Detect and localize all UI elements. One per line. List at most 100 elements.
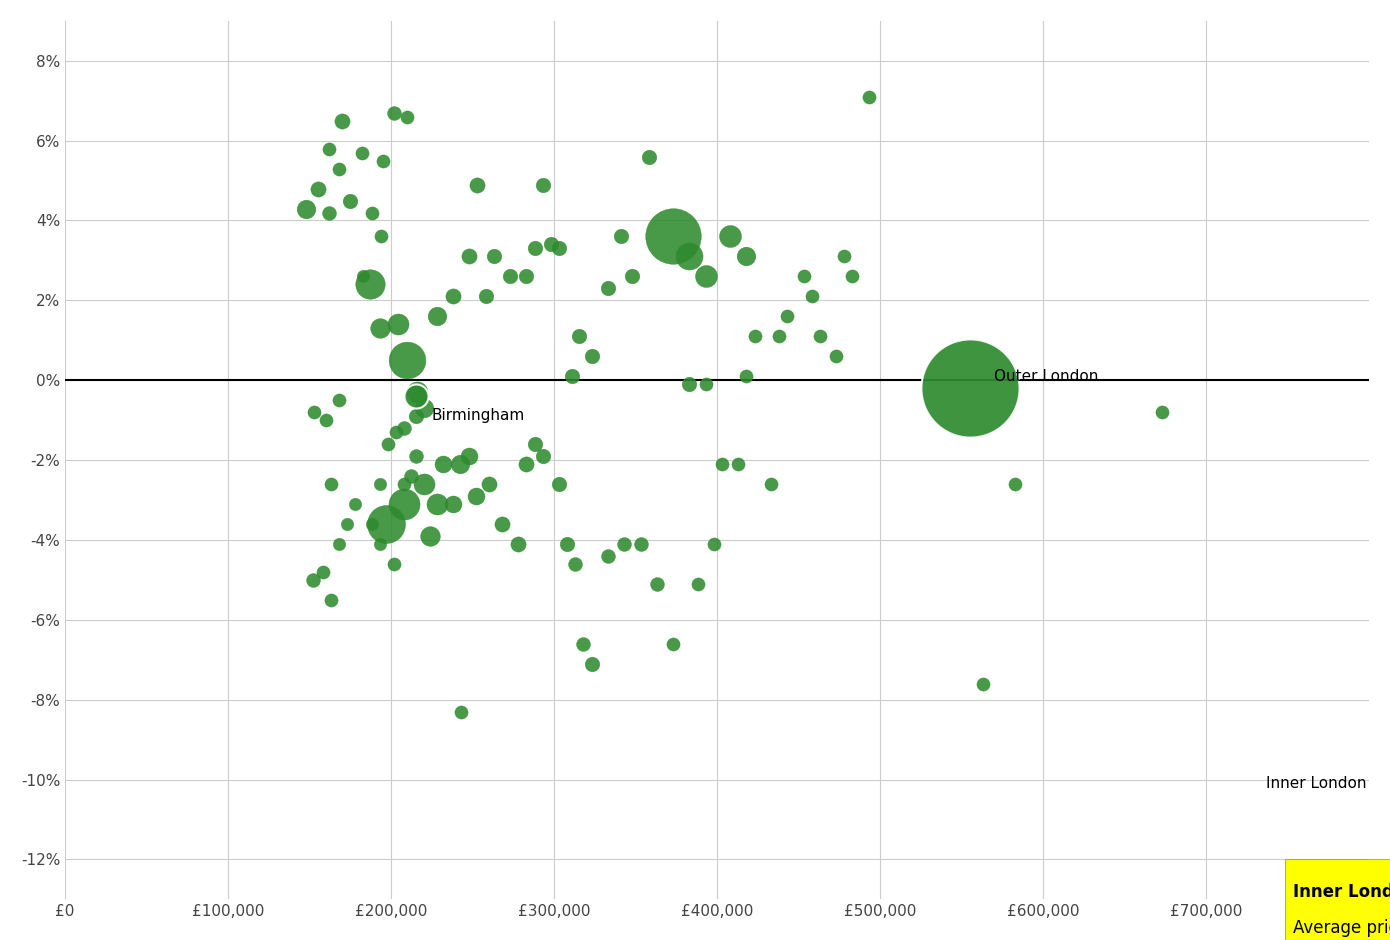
Point xyxy=(482,249,505,264)
Point xyxy=(776,309,798,324)
Point xyxy=(371,153,393,168)
Text: Average price £:  828,177.1: Average price £: 828,177.1 xyxy=(1293,919,1390,937)
Point xyxy=(760,477,783,492)
Point xyxy=(302,572,324,588)
Point xyxy=(809,329,831,344)
Point xyxy=(767,329,790,344)
Point xyxy=(556,537,578,552)
Point xyxy=(320,592,342,607)
Point xyxy=(442,496,464,511)
Point xyxy=(368,321,391,336)
Point xyxy=(345,496,367,511)
Point xyxy=(459,249,481,264)
Point xyxy=(464,489,486,504)
Point xyxy=(370,229,392,244)
Point xyxy=(396,109,418,124)
Point xyxy=(516,269,538,284)
Point xyxy=(596,548,619,563)
Point xyxy=(491,516,513,531)
Point xyxy=(359,277,381,292)
Point xyxy=(393,420,416,435)
Point xyxy=(393,496,416,511)
Point xyxy=(548,477,570,492)
Point xyxy=(442,289,464,304)
Point xyxy=(801,289,823,304)
Point xyxy=(727,457,749,472)
Point xyxy=(959,381,981,396)
Point xyxy=(548,241,570,256)
Point xyxy=(524,241,546,256)
Point xyxy=(833,249,855,264)
Point xyxy=(385,425,407,440)
Point xyxy=(314,413,336,428)
Point xyxy=(735,249,758,264)
Point xyxy=(695,269,717,284)
Point xyxy=(406,384,428,400)
Text: Birmingham: Birmingham xyxy=(432,408,525,423)
Point xyxy=(662,229,684,244)
Point xyxy=(307,181,329,196)
Point xyxy=(646,576,669,591)
Point xyxy=(404,448,427,463)
Point xyxy=(425,496,448,511)
Point xyxy=(719,229,741,244)
Point xyxy=(613,537,635,552)
Point xyxy=(413,477,435,492)
Point xyxy=(328,161,350,176)
Point xyxy=(386,317,409,332)
Point xyxy=(678,249,701,264)
Point xyxy=(318,205,341,220)
Point xyxy=(744,329,766,344)
Point xyxy=(524,436,546,451)
Point xyxy=(360,205,382,220)
Point xyxy=(1005,477,1027,492)
Point xyxy=(328,393,350,408)
Point xyxy=(339,193,361,208)
Point xyxy=(499,269,521,284)
Point xyxy=(596,281,619,296)
Point xyxy=(311,564,334,579)
Point xyxy=(567,329,589,344)
Point xyxy=(621,269,644,284)
Point xyxy=(399,468,421,483)
Point xyxy=(792,269,815,284)
Point xyxy=(474,289,496,304)
Point xyxy=(295,201,317,216)
Point xyxy=(678,377,701,392)
Point xyxy=(531,177,553,192)
Point xyxy=(375,516,398,531)
Point xyxy=(459,448,481,463)
Point xyxy=(695,377,717,392)
Point xyxy=(826,349,848,364)
Text: Inner London: Inner London xyxy=(1266,776,1366,791)
Point xyxy=(413,400,435,415)
Point xyxy=(841,269,863,284)
Point xyxy=(449,457,471,472)
Point xyxy=(404,409,427,424)
Point xyxy=(662,636,684,651)
Point xyxy=(384,105,406,120)
Point xyxy=(450,704,473,719)
Point xyxy=(630,537,652,552)
Point xyxy=(318,141,341,156)
Point xyxy=(972,676,994,691)
Point xyxy=(478,477,500,492)
Point xyxy=(531,448,553,463)
Point xyxy=(384,556,406,572)
Point xyxy=(350,145,373,160)
Point xyxy=(328,537,350,552)
Point xyxy=(687,576,709,591)
Point xyxy=(360,516,382,531)
Point xyxy=(710,457,733,472)
Point xyxy=(432,457,455,472)
Point xyxy=(1151,404,1173,419)
Point xyxy=(331,113,353,128)
Text: Inner London: Inner London xyxy=(1293,884,1390,901)
Point xyxy=(539,237,562,252)
Point xyxy=(638,149,660,164)
Point xyxy=(467,177,489,192)
Text: Outer London: Outer London xyxy=(994,368,1098,384)
Point xyxy=(425,309,448,324)
Point xyxy=(368,537,391,552)
Point xyxy=(352,269,374,284)
